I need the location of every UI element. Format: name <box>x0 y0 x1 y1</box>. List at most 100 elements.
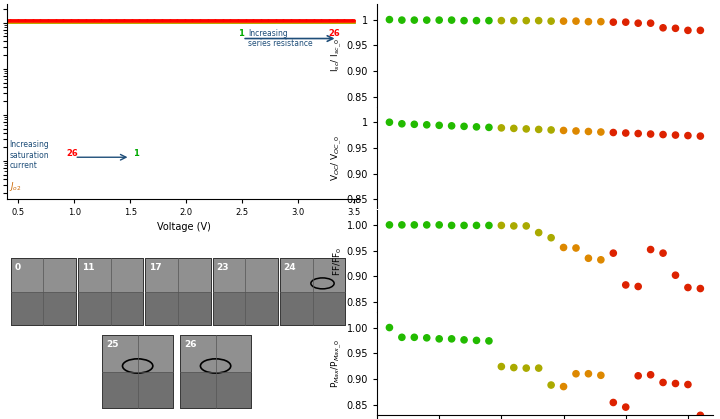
Point <box>446 17 457 23</box>
Point <box>682 27 693 34</box>
Point <box>608 19 619 26</box>
Point <box>645 131 657 137</box>
Point <box>471 124 482 130</box>
Point <box>459 17 470 24</box>
Point <box>645 371 657 378</box>
Point <box>670 25 681 32</box>
Point <box>570 128 582 134</box>
Point <box>695 133 706 140</box>
Text: Increasing
saturation
current: Increasing saturation current <box>9 140 49 170</box>
Point <box>582 255 594 261</box>
Point <box>421 17 433 23</box>
Point <box>471 222 482 229</box>
Point <box>558 18 570 24</box>
Point <box>384 222 395 228</box>
Text: 26: 26 <box>328 28 340 38</box>
Y-axis label: I$_{sc}$/ I$_{sc\_0}$: I$_{sc}$/ I$_{sc\_0}$ <box>329 39 343 72</box>
Point <box>508 222 520 229</box>
Text: 17: 17 <box>149 263 161 272</box>
Y-axis label: V$_{OC}$/ V$_{OC\_0}$: V$_{OC}$/ V$_{OC\_0}$ <box>329 135 343 181</box>
Point <box>396 120 408 127</box>
Y-axis label: FF/FF$_0$: FF/FF$_0$ <box>331 246 343 276</box>
Point <box>570 370 582 377</box>
Point <box>595 129 607 135</box>
FancyBboxPatch shape <box>280 292 346 326</box>
Point <box>558 127 570 134</box>
Point <box>459 123 470 130</box>
Point <box>570 245 582 251</box>
Point <box>384 16 395 23</box>
Point <box>495 222 507 229</box>
Point <box>632 283 644 290</box>
Point <box>446 122 457 129</box>
FancyBboxPatch shape <box>213 258 278 326</box>
Text: 23: 23 <box>216 263 229 272</box>
Point <box>682 381 693 388</box>
Point <box>682 132 693 139</box>
Point <box>657 131 669 138</box>
Point <box>421 122 433 128</box>
Text: Increasing
series resistance: Increasing series resistance <box>248 28 312 48</box>
FancyBboxPatch shape <box>11 258 76 326</box>
Point <box>408 222 420 228</box>
FancyBboxPatch shape <box>180 335 251 408</box>
Point <box>433 222 445 228</box>
Point <box>595 18 607 25</box>
Point <box>632 20 644 26</box>
Point <box>545 18 557 24</box>
Point <box>495 17 507 24</box>
Point <box>620 282 631 288</box>
Point <box>670 272 681 279</box>
Point <box>433 122 445 129</box>
Point <box>582 128 594 135</box>
Point <box>645 20 657 26</box>
Point <box>620 129 631 136</box>
Point <box>408 334 420 341</box>
Point <box>645 246 657 253</box>
Point <box>521 17 532 24</box>
Text: 26: 26 <box>184 340 197 349</box>
Point <box>483 124 495 131</box>
Point <box>558 383 570 390</box>
Point <box>483 222 495 229</box>
Y-axis label: P$_{Max}$/P$_{Max\_0}$: P$_{Max}$/P$_{Max\_0}$ <box>329 339 343 388</box>
Point <box>495 124 507 131</box>
Text: 11: 11 <box>81 263 94 272</box>
FancyBboxPatch shape <box>102 372 173 408</box>
FancyBboxPatch shape <box>280 258 346 326</box>
Point <box>582 18 594 25</box>
Point <box>657 250 669 256</box>
Point <box>595 256 607 263</box>
Point <box>521 126 532 132</box>
Point <box>620 404 631 411</box>
Point <box>408 17 420 23</box>
Point <box>632 130 644 137</box>
Text: 0: 0 <box>14 263 20 272</box>
FancyBboxPatch shape <box>11 292 76 326</box>
Point <box>695 412 706 419</box>
Point <box>545 127 557 133</box>
Point <box>570 18 582 24</box>
Point <box>670 380 681 387</box>
FancyBboxPatch shape <box>180 372 251 408</box>
Point <box>471 337 482 344</box>
Point <box>508 364 520 371</box>
Point <box>620 19 631 26</box>
FancyBboxPatch shape <box>145 258 211 326</box>
Point <box>396 222 408 228</box>
Point <box>483 17 495 24</box>
Point <box>408 121 420 128</box>
Point <box>433 336 445 342</box>
Point <box>471 17 482 24</box>
Point <box>595 372 607 379</box>
X-axis label: Voltage (V): Voltage (V) <box>156 222 210 233</box>
Text: 26: 26 <box>66 149 78 158</box>
Point <box>459 336 470 343</box>
FancyBboxPatch shape <box>78 258 143 326</box>
Point <box>384 324 395 331</box>
Point <box>533 229 544 236</box>
Text: 24: 24 <box>284 263 296 272</box>
Point <box>421 222 433 228</box>
Point <box>558 244 570 251</box>
Point <box>582 370 594 377</box>
